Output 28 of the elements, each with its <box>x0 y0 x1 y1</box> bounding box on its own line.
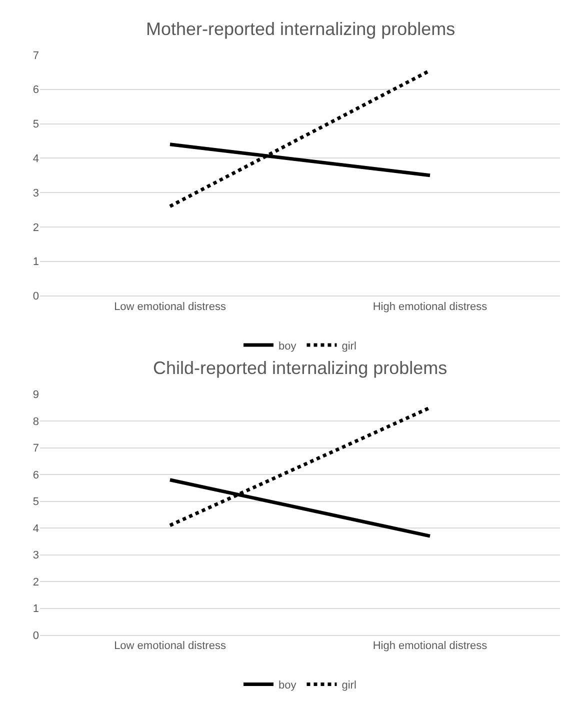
y-tick-label: 0 <box>32 290 39 303</box>
chart-title: Child-reported internalizing problems <box>153 358 448 378</box>
y-tick-label: 1 <box>32 603 39 616</box>
x-tick-label: High emotional distress <box>372 300 488 313</box>
y-tick-label: 6 <box>32 469 39 482</box>
y-tick-label: 9 <box>32 389 39 402</box>
y-tick-label: 7 <box>32 442 39 455</box>
y-tick-label: 1 <box>32 256 39 268</box>
y-tick-label: 4 <box>32 153 39 166</box>
legend-label: girl <box>342 340 356 352</box>
y-tick-label: 5 <box>32 496 39 508</box>
y-tick-label: 4 <box>32 522 39 535</box>
legend-label: boy <box>278 680 297 692</box>
legend-label: boy <box>278 340 297 352</box>
x-tick-label: High emotional distress <box>372 640 488 652</box>
x-tick-label: Low emotional distress <box>114 300 226 313</box>
y-tick-label: 5 <box>32 118 39 131</box>
y-tick-label: 8 <box>32 416 39 428</box>
y-tick-label: 0 <box>32 630 39 642</box>
y-tick-label: 3 <box>32 187 39 200</box>
y-tick-label: 7 <box>32 50 39 62</box>
y-tick-label: 2 <box>32 576 39 588</box>
y-tick-label: 3 <box>32 550 39 562</box>
y-tick-label: 2 <box>32 222 39 234</box>
legend-label: girl <box>342 680 356 692</box>
y-tick-label: 6 <box>32 84 39 96</box>
chart-title: Mother-reported internalizing problems <box>146 19 456 39</box>
x-tick-label: Low emotional distress <box>114 640 226 652</box>
